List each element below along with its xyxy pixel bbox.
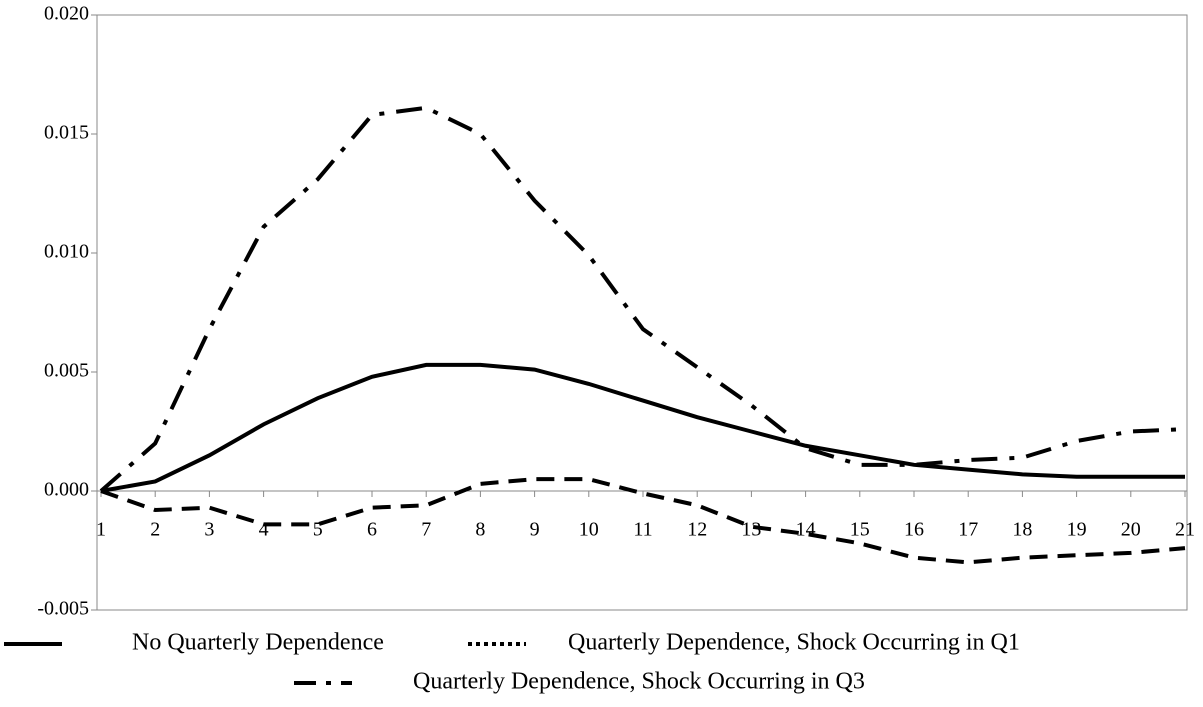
x-tick-label: 20 (1121, 519, 1141, 541)
x-tick-label: 4 (259, 519, 269, 541)
y-tick-label: 0.000 (44, 479, 89, 501)
x-tick-label: 8 (475, 519, 485, 541)
series-line (99, 105, 1186, 493)
x-tick-label: 10 (579, 519, 599, 541)
legend-label: Quarterly Dependence, Shock Occurring in… (413, 669, 865, 695)
x-tick-label: 5 (313, 519, 323, 541)
x-tick-label: 17 (958, 519, 978, 541)
x-tick-label: 18 (1012, 519, 1032, 541)
x-tick-label: 6 (367, 519, 377, 541)
x-tick-label: 1 (96, 519, 106, 541)
x-tick-label: 14 (796, 519, 816, 541)
y-tick-label: 0.005 (44, 360, 89, 382)
y-tick-label: 0.015 (44, 122, 89, 144)
x-tick-label: 3 (204, 519, 214, 541)
legend-label: No Quarterly Dependence (132, 630, 384, 656)
y-tick-label: 0.010 (44, 241, 89, 263)
x-tick-label: 16 (904, 519, 924, 541)
y-tick-label: 0.020 (44, 3, 89, 25)
y-tick-label: -0.005 (37, 598, 89, 620)
x-tick-label: 19 (1067, 519, 1087, 541)
plot-frame (96, 14, 1188, 611)
series-line (100, 477, 1186, 565)
x-tick-label: 9 (530, 519, 540, 541)
x-tick-label: 15 (850, 519, 870, 541)
series-line (100, 362, 1185, 493)
x-tick-label: 7 (421, 519, 431, 541)
legend-label: Quarterly Dependence, Shock Occurring in… (568, 630, 1020, 656)
x-tick-label: 21 (1175, 519, 1195, 541)
x-tick-label: 11 (633, 519, 652, 541)
x-tick-label: 12 (687, 519, 707, 541)
x-tick-label: 13 (741, 519, 761, 541)
x-tick-label: 2 (150, 519, 160, 541)
